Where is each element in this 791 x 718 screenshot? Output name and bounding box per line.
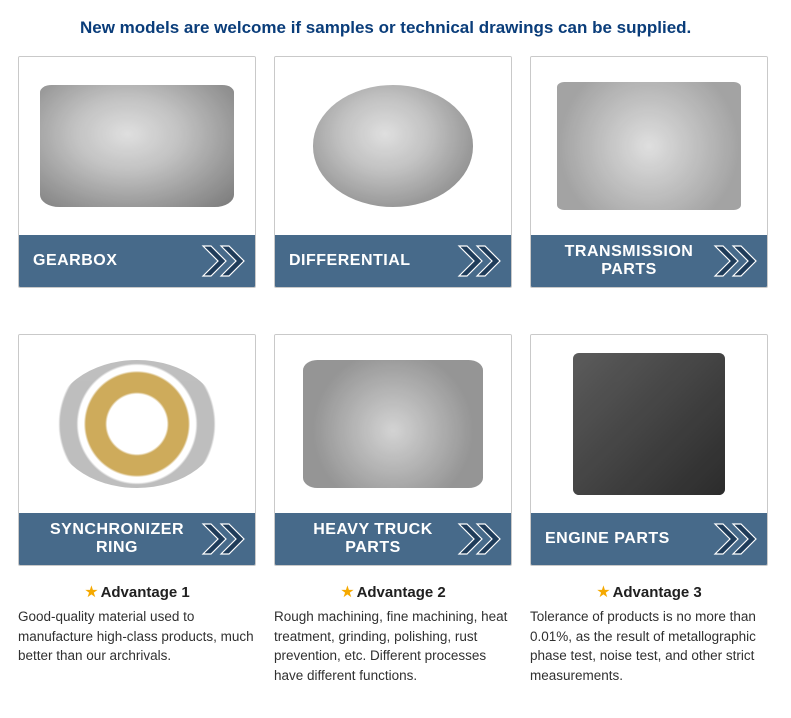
double-chevron-icon [457,244,503,278]
category-image [275,57,511,235]
advantage-title: Advantage 1 [101,584,190,601]
category-label: DIFFERENTIAL [289,252,457,270]
advantage-title: Advantage 2 [357,584,446,601]
category-card-gearbox[interactable]: GEARBOX [18,56,256,288]
category-card-synchronizer-ring[interactable]: SYNCHRONIZER RING [18,334,256,566]
advantage-block: ★ Advantage 3 Tolerance of products is n… [530,584,768,685]
double-chevron-icon [201,522,247,556]
advantage-body: Tolerance of products is no more than 0.… [530,607,768,685]
double-chevron-icon [457,522,503,556]
category-card-heavy-truck-parts[interactable]: HEAVY TRUCK PARTS [274,334,512,566]
advantage-block: ★ Advantage 2 Rough machining, fine mach… [274,584,512,685]
category-grid-row-2: SYNCHRONIZER RING HEAVY TRUCK PARTS ENGI… [18,334,773,566]
category-footer: ENGINE PARTS [531,513,767,565]
category-card-transmission-parts[interactable]: TRANSMISSION PARTS [530,56,768,288]
category-label: TRANSMISSION PARTS [545,243,713,280]
double-chevron-icon [713,522,759,556]
star-icon: ★ [596,585,610,601]
category-image [19,57,255,235]
category-label: ENGINE PARTS [545,530,713,548]
category-label: HEAVY TRUCK PARTS [289,521,457,558]
page-headline: New models are welcome if samples or tec… [80,18,773,38]
category-label: SYNCHRONIZER RING [33,521,201,558]
category-image [19,335,255,513]
double-chevron-icon [201,244,247,278]
category-footer: GEARBOX [19,235,255,287]
double-chevron-icon [713,244,759,278]
category-footer: HEAVY TRUCK PARTS [275,513,511,565]
advantage-header: ★ Advantage 1 [18,584,256,601]
category-footer: TRANSMISSION PARTS [531,235,767,287]
advantage-body: Rough machining, fine machining, heat tr… [274,607,512,685]
category-image [275,335,511,513]
star-icon: ★ [340,585,354,601]
category-image [531,57,767,235]
advantage-body: Good-quality material used to manufactur… [18,607,256,666]
advantage-header: ★ Advantage 2 [274,584,512,601]
advantages-row: ★ Advantage 1 Good-quality material used… [18,584,773,685]
category-grid-row-1: GEARBOX DIFFERENTIAL TRANSMISSION PARTS [18,56,773,288]
category-card-differential[interactable]: DIFFERENTIAL [274,56,512,288]
advantage-block: ★ Advantage 1 Good-quality material used… [18,584,256,685]
advantage-header: ★ Advantage 3 [530,584,768,601]
category-footer: SYNCHRONIZER RING [19,513,255,565]
advantage-title: Advantage 3 [613,584,702,601]
category-card-engine-parts[interactable]: ENGINE PARTS [530,334,768,566]
category-footer: DIFFERENTIAL [275,235,511,287]
category-label: GEARBOX [33,252,201,270]
star-icon: ★ [84,585,98,601]
category-image [531,335,767,513]
